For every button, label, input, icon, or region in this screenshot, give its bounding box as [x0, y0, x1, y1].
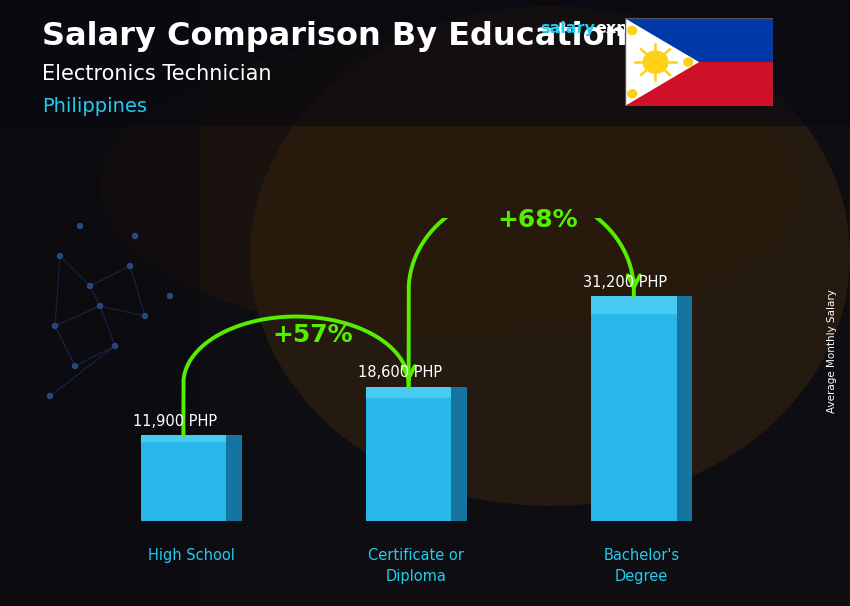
Circle shape [77, 224, 82, 228]
Text: Electronics Technician: Electronics Technician [42, 64, 272, 84]
Text: explorer: explorer [595, 21, 672, 36]
Text: Average Monthly Salary: Average Monthly Salary [827, 290, 837, 413]
Bar [625, 18, 774, 62]
Circle shape [143, 313, 148, 319]
Circle shape [88, 284, 93, 288]
Circle shape [112, 344, 117, 348]
Text: Bachelor's
Degree: Bachelor's Degree [604, 548, 680, 584]
Circle shape [48, 393, 53, 399]
Bar [366, 387, 451, 521]
Bar [0, 0, 850, 126]
Text: 11,900 PHP: 11,900 PHP [133, 414, 217, 429]
Text: 31,200 PHP: 31,200 PHP [583, 275, 667, 290]
Bar [451, 387, 467, 521]
Text: Philippines: Philippines [42, 97, 148, 116]
Circle shape [627, 27, 637, 35]
Text: Salary Comparison By Education: Salary Comparison By Education [42, 21, 628, 52]
Circle shape [53, 324, 58, 328]
Text: salary: salary [540, 21, 595, 36]
Text: +68%: +68% [498, 208, 579, 231]
Bar [366, 387, 451, 398]
Bar [591, 296, 677, 521]
Circle shape [128, 264, 133, 268]
Polygon shape [625, 18, 699, 106]
Circle shape [58, 253, 63, 259]
Circle shape [98, 304, 103, 308]
Text: .com: .com [674, 21, 717, 36]
Bar [140, 435, 226, 521]
Bar [591, 296, 677, 314]
Text: Certificate or
Diploma: Certificate or Diploma [368, 548, 464, 584]
Bar [677, 296, 692, 521]
Bar [140, 435, 226, 442]
Bar [0, 0, 200, 606]
Circle shape [627, 90, 637, 98]
Circle shape [683, 58, 693, 66]
Text: High School: High School [148, 548, 235, 564]
Bar [625, 62, 774, 106]
Ellipse shape [100, 36, 800, 336]
Circle shape [167, 293, 173, 299]
Text: +57%: +57% [273, 323, 354, 347]
Ellipse shape [250, 6, 850, 506]
Bar [226, 435, 241, 521]
Text: 18,600 PHP: 18,600 PHP [358, 365, 442, 381]
Circle shape [72, 364, 77, 368]
Circle shape [643, 51, 668, 73]
Circle shape [133, 233, 138, 239]
